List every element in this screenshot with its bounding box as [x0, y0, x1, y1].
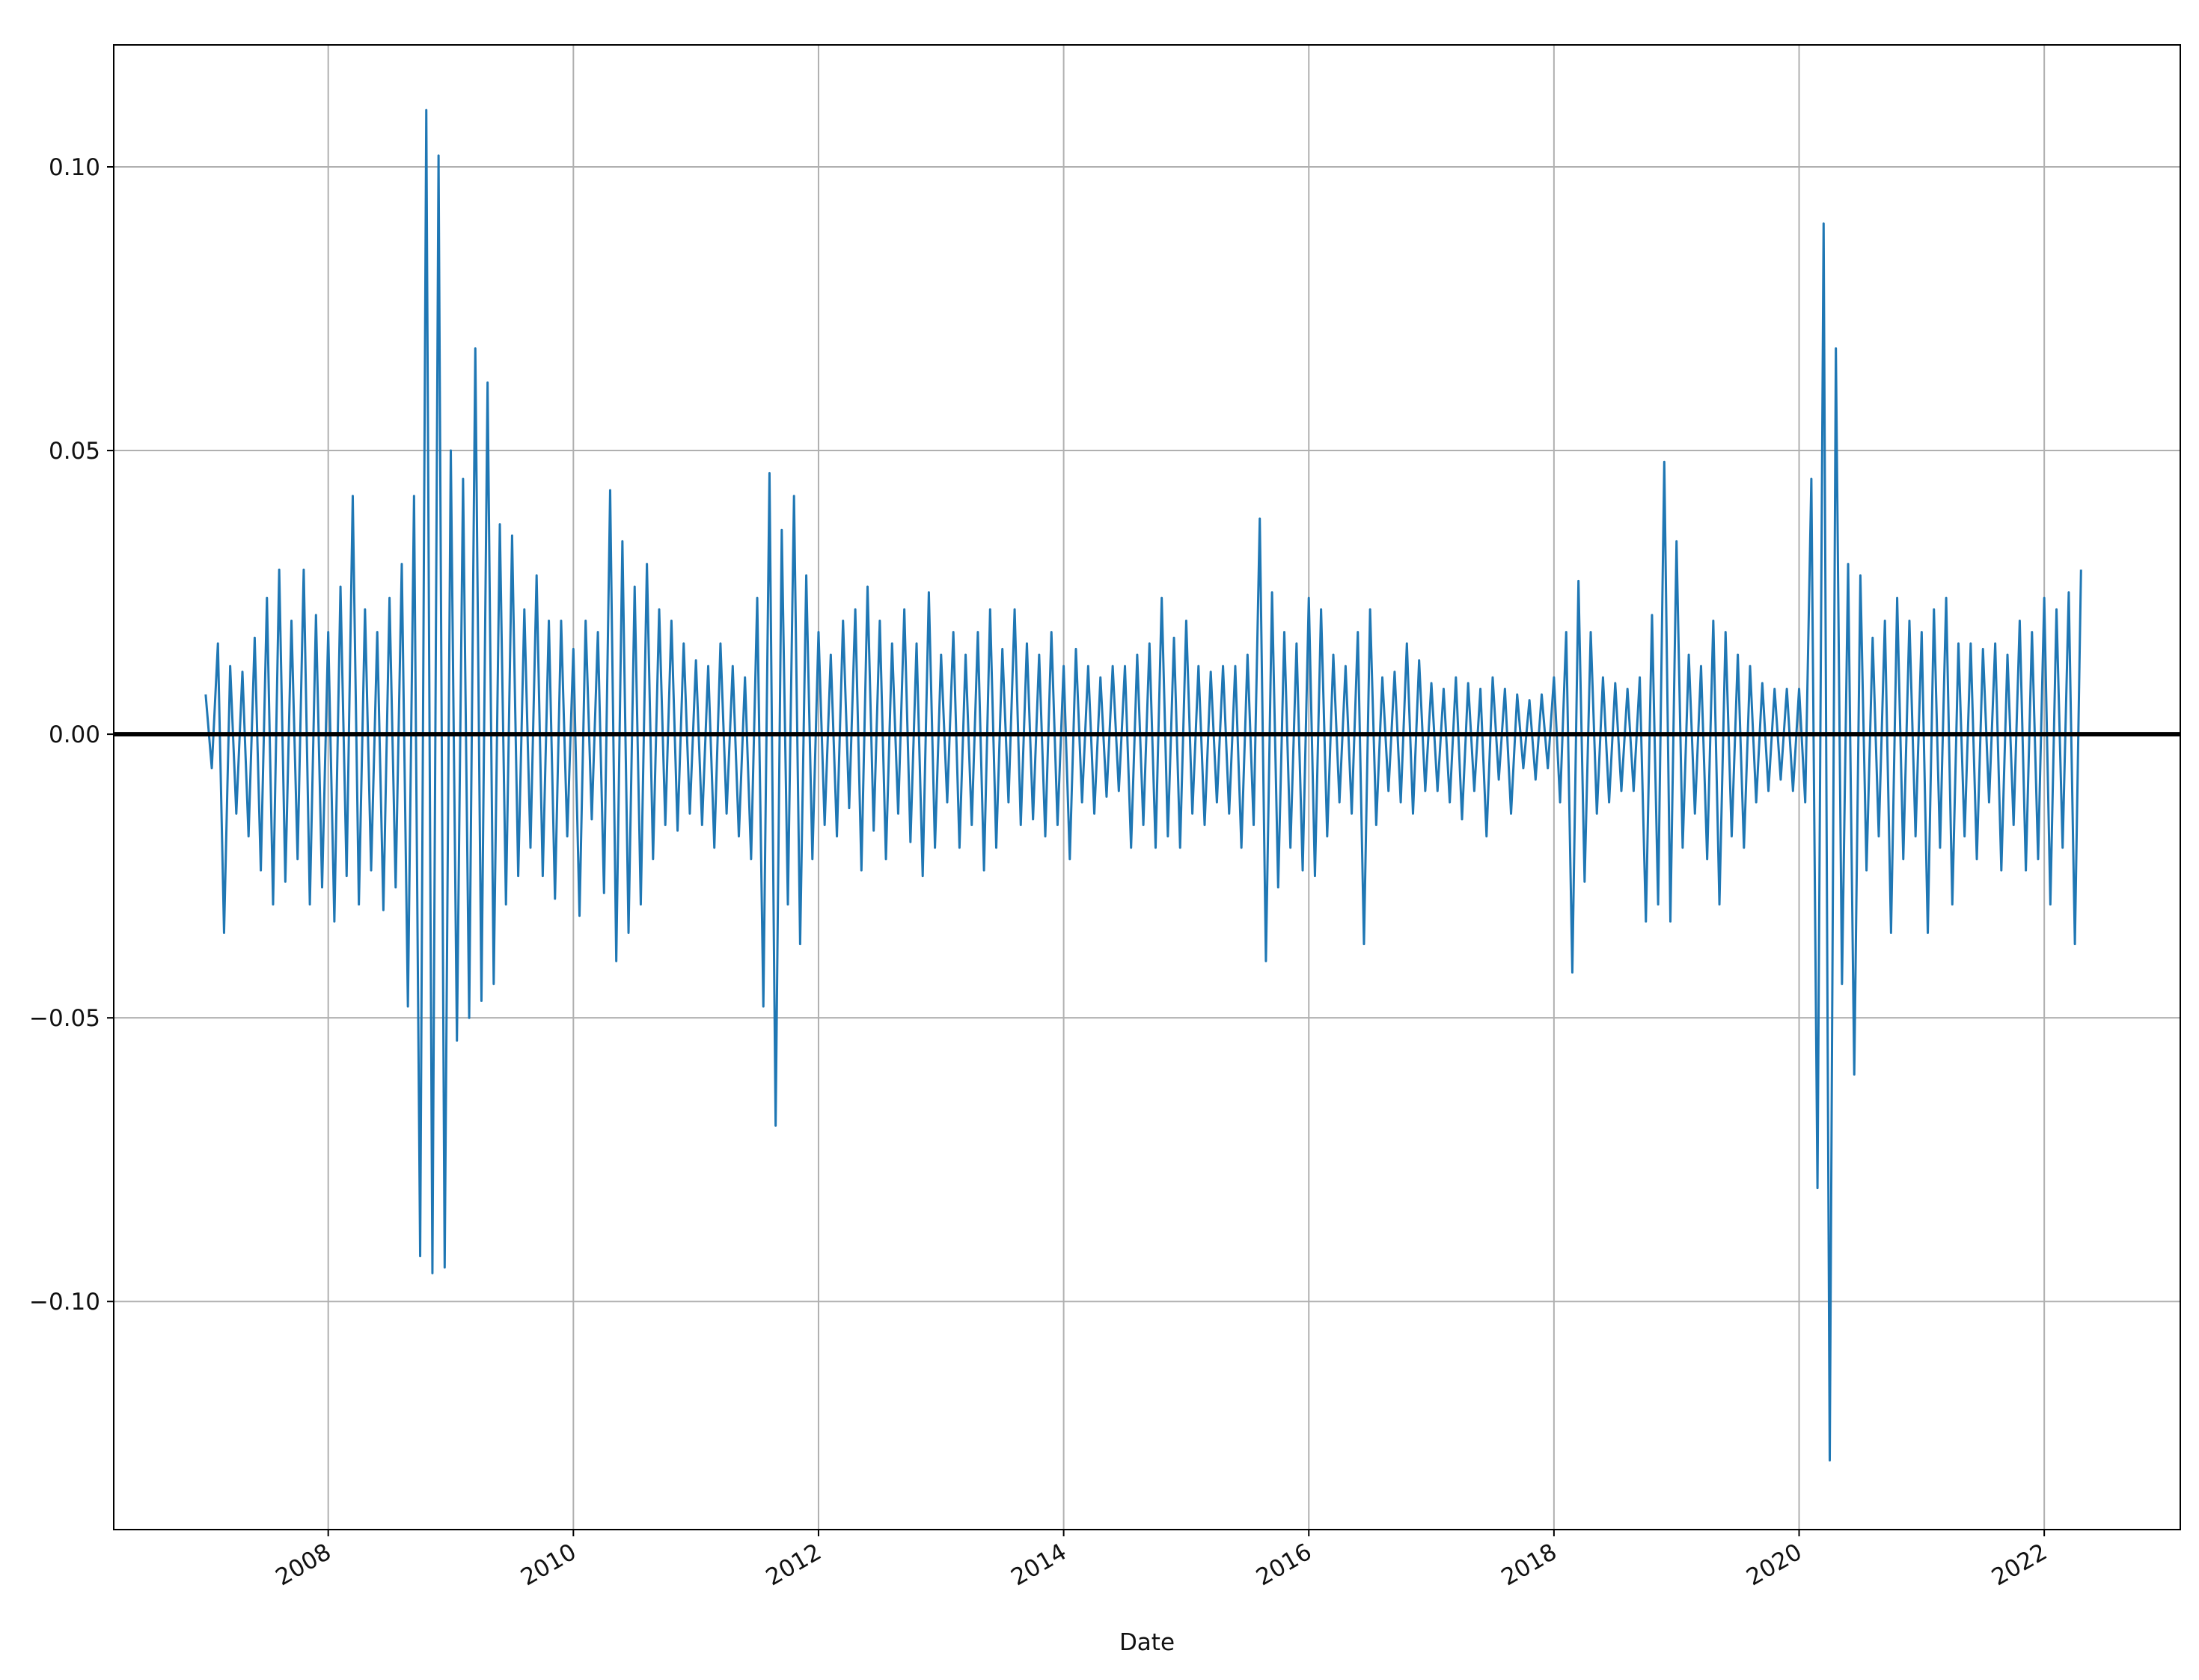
x-tick-label: 2008 [271, 1539, 335, 1592]
data-line [204, 109, 2082, 1462]
x-tick-label: 2018 [1497, 1539, 1562, 1592]
x-tick-label: 2020 [1742, 1539, 1806, 1592]
x-tick-label: 2014 [1006, 1539, 1071, 1592]
x-tick-label: 2012 [762, 1539, 826, 1592]
y-tick-label: −0.05 [29, 1005, 100, 1032]
y-tick-label: −0.10 [29, 1289, 100, 1316]
plot-frame [113, 44, 2181, 1530]
x-tick-label: 2010 [516, 1539, 581, 1592]
x-tick-label: 2016 [1252, 1539, 1316, 1592]
x-tick-label: 2022 [1987, 1539, 2052, 1592]
y-tick-label: 0.00 [49, 721, 100, 748]
y-tick-label: 0.10 [49, 154, 100, 181]
y-tick-label: 0.05 [49, 438, 100, 465]
x-axis-label: Date [1119, 1629, 1175, 1656]
